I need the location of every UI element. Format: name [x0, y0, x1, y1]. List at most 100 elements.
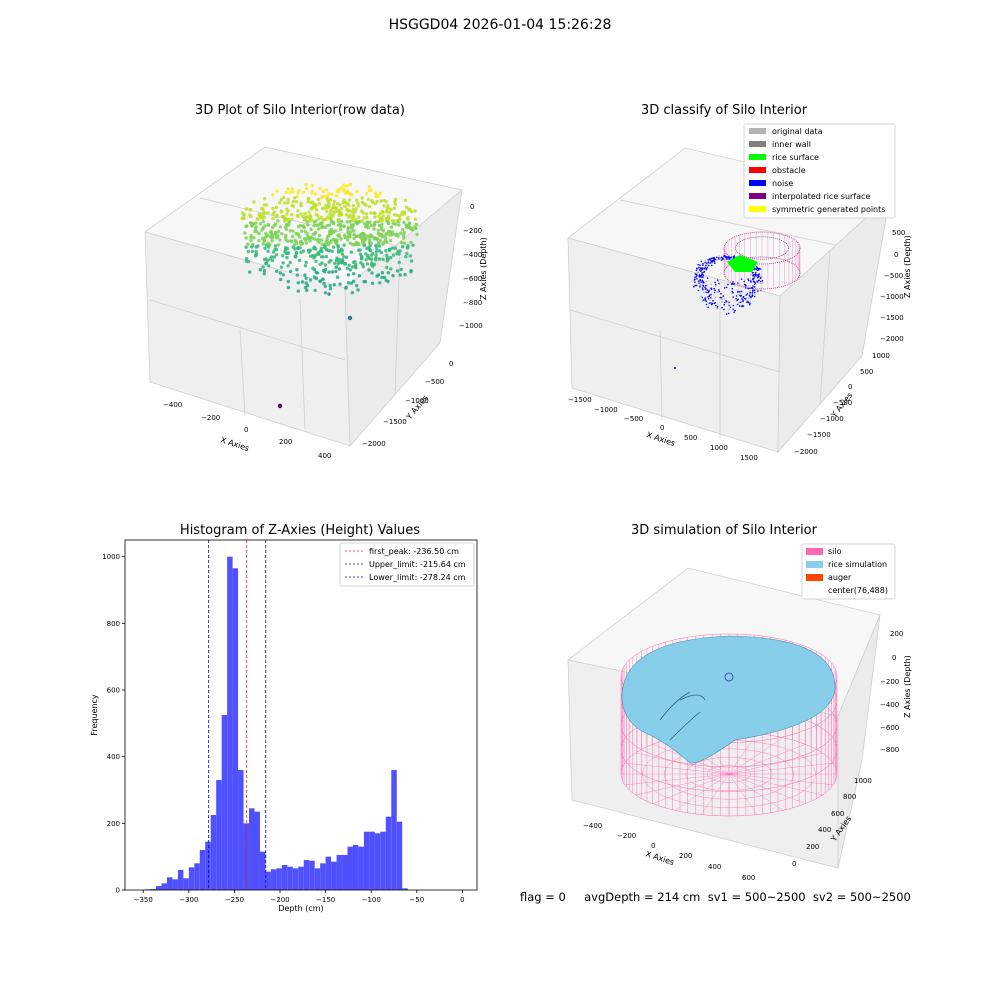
scatter-point — [276, 219, 280, 223]
noise-point — [709, 262, 712, 264]
scatter-point — [314, 212, 318, 217]
histogram-bar — [259, 851, 266, 890]
scatter-point — [245, 224, 249, 228]
scatter-point — [387, 248, 392, 252]
scatter-point — [338, 203, 342, 207]
scatter-point — [398, 273, 402, 277]
noise-point — [698, 276, 701, 278]
scatter-point — [346, 238, 350, 242]
scatter-point — [349, 230, 353, 234]
scatter-point — [273, 247, 277, 252]
plot4-xlabel: X Axies — [644, 849, 675, 867]
plot2-xtick: −500 — [624, 415, 643, 423]
noise-point — [747, 278, 749, 280]
scatter-point — [271, 206, 275, 211]
scatter-point — [330, 214, 334, 219]
scatter-point — [327, 292, 331, 296]
noise-point — [752, 280, 755, 283]
noise-point — [703, 267, 706, 270]
noise-point — [705, 269, 707, 271]
scatter-point — [348, 182, 353, 187]
scatter-point — [359, 261, 363, 265]
noise-point — [700, 270, 702, 273]
scatter-point — [404, 205, 409, 209]
noise-point — [702, 267, 704, 270]
noise-point — [697, 267, 699, 269]
noise-point — [703, 291, 705, 294]
scatter-point — [370, 257, 374, 261]
plot4-xticks: −400 −200 0 200 400 600 — [583, 822, 755, 882]
y-tick-label: 1000 — [102, 553, 120, 561]
scatter-point — [380, 275, 384, 280]
histogram-bar — [325, 856, 332, 890]
scatter-point — [266, 211, 270, 215]
scatter-point — [378, 191, 382, 195]
scatter-point — [314, 276, 319, 280]
scatter-point — [322, 218, 326, 222]
scatter-point — [274, 232, 278, 236]
scatter-point — [350, 225, 354, 229]
plot1-xtick: 400 — [318, 452, 331, 460]
noise-point — [717, 258, 719, 261]
scatter-point — [393, 246, 397, 250]
scatter-point — [364, 192, 369, 196]
scatter-point — [312, 246, 316, 251]
scatter-point — [266, 249, 270, 253]
plot1-title: 3D Plot of Silo Interior(row data) — [195, 103, 405, 118]
legend-label: rice surface — [772, 153, 819, 162]
silo-floor-spoke — [674, 773, 730, 811]
scatter-point — [290, 239, 294, 244]
scatter-point — [340, 219, 344, 224]
scatter-point — [358, 233, 362, 238]
scatter-point — [244, 207, 249, 211]
noise-point — [694, 278, 696, 281]
histogram-bar — [205, 841, 211, 890]
scatter-point — [371, 264, 375, 268]
scatter-point — [271, 225, 275, 230]
scatter-point — [374, 250, 379, 254]
histogram-bar — [210, 815, 217, 890]
noise-point — [750, 274, 752, 276]
histogram-bar — [188, 867, 195, 890]
plot2-xtick: −1000 — [594, 406, 618, 414]
scatter-point — [326, 234, 330, 238]
noise-point — [756, 269, 759, 272]
scatter-point — [340, 258, 345, 262]
noise-point — [761, 280, 764, 282]
scatter-point — [362, 243, 366, 248]
scatter-point — [320, 261, 324, 265]
scatter-point — [246, 242, 250, 246]
scatter-point — [370, 271, 374, 275]
scatter-point — [375, 274, 379, 278]
plot2-xtick: −1500 — [568, 396, 592, 404]
x-tick-label: −150 — [316, 896, 335, 904]
noise-point — [756, 267, 759, 270]
noise-point — [737, 282, 739, 284]
histogram-bar — [374, 833, 381, 890]
scatter-point — [325, 237, 329, 241]
noise-point — [710, 297, 712, 299]
noise-point — [741, 304, 743, 307]
scatter-point — [250, 245, 254, 249]
plot4-ztick: −600 — [880, 724, 899, 732]
legend-label: original data — [772, 127, 823, 136]
noise-point — [706, 266, 709, 269]
scatter-point — [293, 247, 297, 251]
plot2-xtick: 1500 — [740, 454, 758, 462]
scatter-point — [314, 259, 318, 264]
plot2-xtick: 1000 — [710, 444, 728, 452]
scatter-point — [347, 233, 352, 237]
scatter-point — [349, 193, 354, 197]
scatter-point — [341, 224, 346, 228]
histogram-bar — [303, 860, 310, 890]
plot1-zlabel: Z Axies (Depth) — [479, 237, 488, 300]
noise-point — [713, 287, 715, 290]
histogram-bar — [172, 879, 178, 890]
noise-point — [757, 276, 759, 279]
scatter-point — [305, 288, 309, 292]
plot2-axes-box — [567, 147, 891, 454]
scatter-point — [337, 260, 341, 265]
scatter-point — [304, 187, 309, 191]
noise-point — [752, 289, 754, 292]
